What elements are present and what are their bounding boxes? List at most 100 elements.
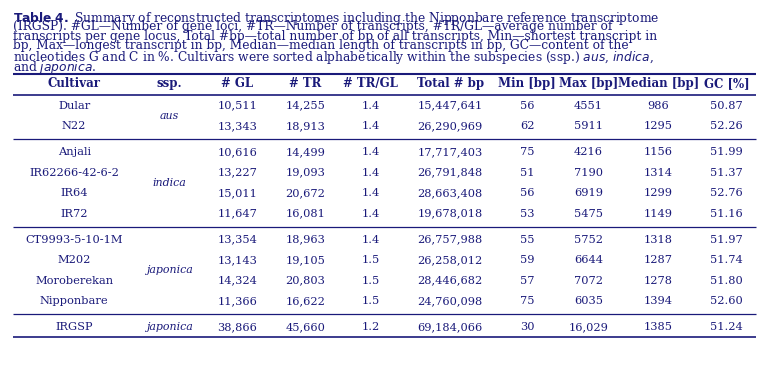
Text: 51.97: 51.97 (710, 234, 743, 245)
Text: and $\mathit{japonica}$.: and $\mathit{japonica}$. (13, 59, 97, 76)
Text: 13,343: 13,343 (218, 121, 257, 131)
Text: 16,081: 16,081 (285, 209, 325, 218)
Text: ssp.: ssp. (156, 77, 182, 90)
Text: 1299: 1299 (644, 188, 673, 198)
Text: 1.4: 1.4 (362, 101, 380, 110)
Text: Nipponbare: Nipponbare (40, 296, 109, 306)
Text: 5475: 5475 (574, 209, 603, 218)
Text: 16,029: 16,029 (568, 322, 608, 332)
Text: 51.37: 51.37 (710, 168, 743, 177)
Text: 5752: 5752 (574, 234, 603, 245)
Text: 26,290,969: 26,290,969 (417, 121, 483, 131)
Text: 1156: 1156 (644, 147, 673, 157)
Text: japonica: japonica (146, 322, 193, 332)
Text: 51.24: 51.24 (710, 322, 743, 332)
Text: 1.4: 1.4 (362, 234, 380, 245)
Text: 1385: 1385 (644, 322, 673, 332)
Text: $\mathbf{Table\ 4.}$ Summary of reconstructed transcriptomes including the Nippo: $\mathbf{Table\ 4.}$ Summary of reconstr… (13, 10, 660, 27)
Text: 51: 51 (520, 168, 535, 177)
Text: bp, Max—longest transcript in bp, Median—median length of transcripts in bp, GC—: bp, Max—longest transcript in bp, Median… (13, 39, 629, 52)
Text: 1149: 1149 (644, 209, 673, 218)
Text: 986: 986 (648, 101, 669, 110)
Text: 59: 59 (520, 255, 535, 265)
Text: 51.16: 51.16 (710, 209, 743, 218)
Text: 10,616: 10,616 (218, 147, 257, 157)
Text: indica: indica (152, 178, 186, 188)
Text: 13,143: 13,143 (218, 255, 257, 265)
Text: aus: aus (159, 111, 179, 121)
Text: (IRGSP). #GL—Number of gene loci, #TR—Number of transcripts, #TR/GL—average numb: (IRGSP). #GL—Number of gene loci, #TR—Nu… (13, 20, 612, 33)
Text: 14,324: 14,324 (218, 276, 257, 285)
Text: 18,913: 18,913 (285, 121, 325, 131)
Text: 1278: 1278 (644, 276, 673, 285)
Text: transcripts per gene locus, Total #bp—total number of bp of all transcripts, Min: transcripts per gene locus, Total #bp—to… (13, 30, 657, 43)
Text: 16,622: 16,622 (285, 296, 325, 306)
Text: 53: 53 (520, 209, 535, 218)
Text: 1287: 1287 (644, 255, 673, 265)
Text: 57: 57 (520, 276, 535, 285)
Text: IR62266-42-6-2: IR62266-42-6-2 (29, 168, 119, 177)
Text: N22: N22 (62, 121, 87, 131)
Text: # TR/GL: # TR/GL (343, 77, 398, 90)
Text: 7190: 7190 (574, 168, 603, 177)
Text: 6644: 6644 (574, 255, 603, 265)
Text: IRGSP: IRGSP (55, 322, 93, 332)
Text: 56: 56 (520, 101, 535, 110)
Text: 20,672: 20,672 (285, 188, 325, 198)
Text: 51.99: 51.99 (710, 147, 743, 157)
Text: 26,757,988: 26,757,988 (417, 234, 483, 245)
Text: 15,011: 15,011 (218, 188, 257, 198)
Text: 75: 75 (520, 296, 535, 306)
Text: 1295: 1295 (644, 121, 673, 131)
Text: 1318: 1318 (644, 234, 673, 245)
Text: 20,803: 20,803 (285, 276, 325, 285)
Text: japonica: japonica (146, 265, 193, 275)
Text: IR64: IR64 (61, 188, 88, 198)
Text: 14,499: 14,499 (285, 147, 325, 157)
Text: Max [bp]: Max [bp] (558, 77, 618, 90)
Text: 4216: 4216 (574, 147, 603, 157)
Text: Median [bp]: Median [bp] (618, 77, 699, 90)
Text: 28,663,408: 28,663,408 (417, 188, 483, 198)
Text: 1394: 1394 (644, 296, 673, 306)
Text: 13,354: 13,354 (218, 234, 257, 245)
Text: 1.5: 1.5 (362, 255, 380, 265)
Text: 75: 75 (520, 147, 535, 157)
Text: IR72: IR72 (61, 209, 88, 218)
Text: 26,258,012: 26,258,012 (417, 255, 483, 265)
Text: 19,678,018: 19,678,018 (417, 209, 483, 218)
Text: Total # bp: Total # bp (417, 77, 484, 90)
Text: 51.80: 51.80 (710, 276, 743, 285)
Text: 13,227: 13,227 (218, 168, 257, 177)
Text: 17,717,403: 17,717,403 (417, 147, 483, 157)
Text: 6035: 6035 (574, 296, 603, 306)
Text: 55: 55 (520, 234, 535, 245)
Text: 62: 62 (520, 121, 535, 131)
Text: 69,184,066: 69,184,066 (417, 322, 483, 332)
Text: 19,105: 19,105 (285, 255, 325, 265)
Text: 1.5: 1.5 (362, 296, 380, 306)
Text: 52.26: 52.26 (710, 121, 743, 131)
Text: 51.74: 51.74 (710, 255, 743, 265)
Text: 1.4: 1.4 (362, 209, 380, 218)
Text: 18,963: 18,963 (285, 234, 325, 245)
Text: Anjali: Anjali (57, 147, 90, 157)
Text: 56: 56 (520, 188, 535, 198)
Text: 24,760,098: 24,760,098 (417, 296, 483, 306)
Text: Cultivar: Cultivar (47, 77, 100, 90)
Text: 50.87: 50.87 (710, 101, 743, 110)
Text: nucleotides G and C in %. Cultivars were sorted alphabetically within the subspe: nucleotides G and C in %. Cultivars were… (13, 49, 653, 66)
Text: 1.4: 1.4 (362, 168, 380, 177)
Text: 1.4: 1.4 (362, 188, 380, 198)
Text: 1314: 1314 (644, 168, 673, 177)
Text: 10,511: 10,511 (218, 101, 257, 110)
Text: 30: 30 (520, 322, 535, 332)
Text: 4551: 4551 (574, 101, 603, 110)
Text: Moroberekan: Moroberekan (35, 276, 113, 285)
Text: 1.4: 1.4 (362, 121, 380, 131)
Text: Dular: Dular (58, 101, 90, 110)
Text: Min [bp]: Min [bp] (499, 77, 556, 90)
Text: 15,447,641: 15,447,641 (417, 101, 483, 110)
Text: # TR: # TR (289, 77, 322, 90)
Text: 28,446,682: 28,446,682 (417, 276, 483, 285)
